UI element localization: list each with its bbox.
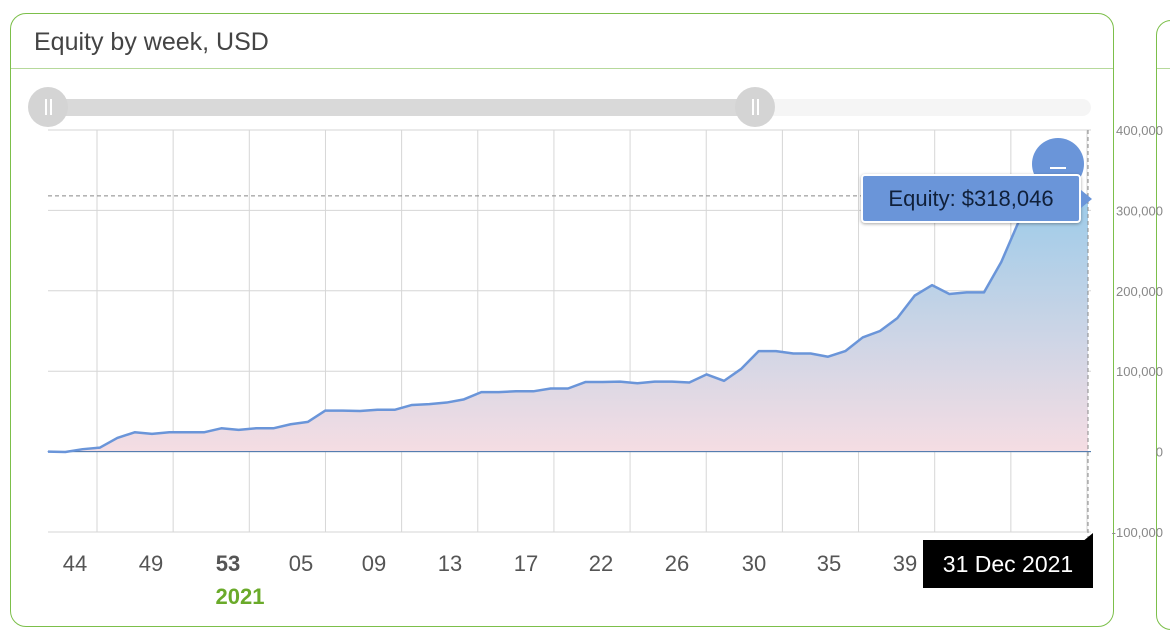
tooltip-pointer: [1081, 190, 1092, 208]
data-point: [446, 402, 448, 404]
x-year-label: 2021: [216, 584, 265, 609]
zoom-out-icon: [1050, 167, 1066, 169]
data-point: [602, 381, 604, 383]
data-point: [64, 451, 66, 453]
x-tick-label: 09: [362, 551, 386, 576]
data-point: [116, 437, 118, 439]
x-tick-label: 26: [665, 551, 689, 576]
data-point: [428, 403, 430, 405]
data-point: [792, 353, 794, 355]
data-point: [359, 410, 361, 412]
data-point: [186, 431, 188, 433]
data-point: [324, 410, 326, 412]
data-point: [342, 410, 344, 412]
range-slider-selection[interactable]: [48, 99, 755, 116]
data-point: [1000, 261, 1002, 263]
y-tick-label: 200,000: [1116, 284, 1163, 299]
data-point: [394, 409, 396, 411]
data-point: [983, 291, 985, 293]
data-point: [82, 448, 84, 450]
data-point: [515, 390, 517, 392]
grip-icon: [751, 99, 759, 115]
data-point: [567, 387, 569, 389]
equity-tooltip: Equity: $318,046: [861, 174, 1081, 223]
grip-icon: [44, 99, 52, 115]
data-point: [238, 429, 240, 431]
data-point: [134, 431, 136, 433]
data-point: [931, 284, 933, 286]
x-tick-label: 05: [289, 551, 313, 576]
data-point: [463, 398, 465, 400]
data-point: [827, 356, 829, 358]
data-point: [862, 336, 864, 338]
data-point: [758, 350, 760, 352]
y-tick-label: 100,000: [1116, 364, 1163, 379]
data-point: [706, 373, 708, 375]
data-point: [636, 382, 638, 384]
data-point: [619, 381, 621, 383]
data-point: [272, 427, 274, 429]
y-tick-label: 400,000: [1116, 123, 1163, 138]
data-point: [376, 409, 378, 411]
data-point: [948, 293, 950, 295]
chart-title: Equity by week, USD: [34, 28, 269, 56]
data-point: [966, 291, 968, 293]
x-tick-label: 44: [63, 551, 87, 576]
data-point: [723, 380, 725, 382]
data-point: [775, 350, 777, 352]
data-point: [532, 390, 534, 392]
data-point: [584, 381, 586, 383]
data-point: [47, 451, 49, 453]
data-point: [810, 353, 812, 355]
x-tick-label: 17: [514, 551, 538, 576]
data-point: [896, 317, 898, 319]
card-header: Equity by week, USD: [11, 14, 1113, 69]
data-point: [99, 447, 101, 449]
data-point: [671, 381, 673, 383]
x-tick-label: 13: [438, 551, 462, 576]
x-tick-label: 49: [139, 551, 163, 576]
data-point: [844, 350, 846, 352]
date-label-pointer: [1082, 533, 1093, 542]
x-tick-label: 39: [893, 551, 917, 576]
data-point: [550, 387, 552, 389]
data-point: [879, 330, 881, 332]
crosshair-date-label: 31 Dec 2021: [923, 540, 1093, 588]
x-tick-label: 53: [216, 551, 240, 576]
equity-area: [48, 195, 1088, 453]
y-tick-label: -100,000: [1112, 525, 1163, 540]
data-point: [411, 404, 413, 406]
data-point: [654, 381, 656, 383]
range-slider-right-handle[interactable]: [735, 87, 775, 127]
data-point: [740, 368, 742, 370]
x-tick-label: 22: [589, 551, 613, 576]
data-point: [498, 391, 500, 393]
data-point: [290, 423, 292, 425]
data-point: [168, 431, 170, 433]
range-slider-left-handle[interactable]: [28, 87, 68, 127]
data-point: [220, 427, 222, 429]
x-tick-label: 35: [817, 551, 841, 576]
data-point: [255, 427, 257, 429]
data-point: [203, 431, 205, 433]
data-point: [914, 295, 916, 297]
data-point: [307, 421, 309, 423]
x-tick-label: 30: [742, 551, 766, 576]
data-point: [151, 433, 153, 435]
data-point: [688, 381, 690, 383]
data-point: [480, 391, 482, 393]
y-tick-label: 0: [1156, 445, 1163, 460]
y-tick-label: 300,000: [1116, 203, 1163, 218]
